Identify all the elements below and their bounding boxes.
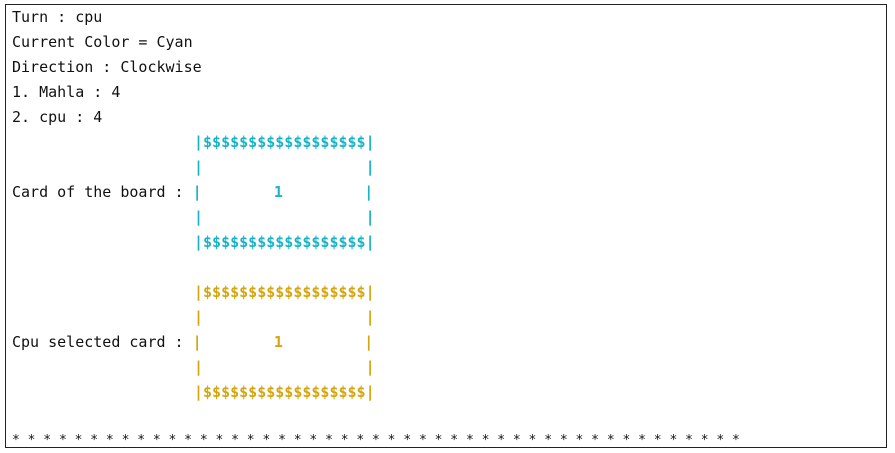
current-color-status: Current Color = Cyan [12, 33, 193, 51]
board-card-label: Card of the board : [12, 183, 193, 201]
board-card-top-border: |$$$$$$$$$$$$$$$$$$| [194, 133, 375, 151]
cpu-card-bottom-border: |$$$$$$$$$$$$$$$$$$| [194, 383, 375, 401]
cpu-card-side-lower: | | [194, 358, 375, 376]
turn-status: Turn : cpu [12, 8, 103, 26]
player-1-score: 1. Mahla : 4 [12, 83, 121, 101]
cpu-card-side-upper: | | [194, 308, 375, 326]
cpu-card-label: Cpu selected card : [12, 333, 193, 351]
board-card-bottom-border: |$$$$$$$$$$$$$$$$$$| [194, 233, 375, 251]
console-window: Turn : cpu Current Color = Cyan Directio… [5, 4, 887, 448]
player-2-score: 2. cpu : 4 [12, 108, 103, 126]
board-card-left-edge: | [192, 183, 274, 201]
board-card-right-edge: | [282, 183, 374, 201]
board-card-row: Card of the board : | 1 | [12, 180, 373, 205]
cpu-card-top-border: |$$$$$$$$$$$$$$$$$$| [194, 283, 375, 301]
separator-line: * * * * * * * * * * * * * * * * * * * * … [12, 433, 740, 448]
board-card-side-lower: | | [194, 208, 375, 226]
cpu-card-value: 1 [273, 333, 283, 351]
board-card-value: 1 [273, 183, 283, 201]
board-card-side-upper: | | [194, 158, 375, 176]
direction-status: Direction : Clockwise [12, 58, 202, 76]
cpu-card-row: Cpu selected card : | 1 | [12, 330, 373, 355]
cpu-card-right-edge: | [282, 333, 374, 351]
cpu-card-left-edge: | [192, 333, 274, 351]
